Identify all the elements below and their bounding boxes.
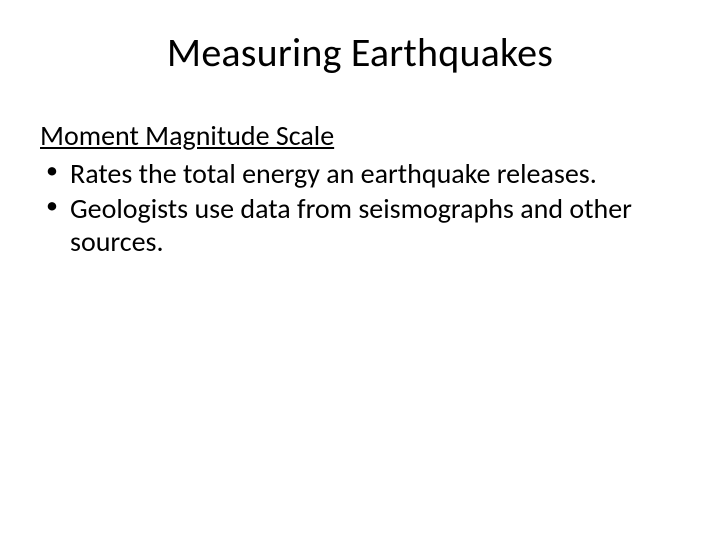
bullet-item: Rates the total energy an earthquake rel…	[40, 157, 680, 190]
bullet-item: Geologists use data from seismographs an…	[40, 192, 680, 258]
slide-title: Measuring Earthquakes	[40, 28, 680, 77]
bullet-list: Rates the total energy an earthquake rel…	[40, 157, 680, 258]
slide-subheading: Moment Magnitude Scale	[40, 119, 680, 153]
slide-container: Measuring Earthquakes Moment Magnitude S…	[0, 0, 720, 540]
